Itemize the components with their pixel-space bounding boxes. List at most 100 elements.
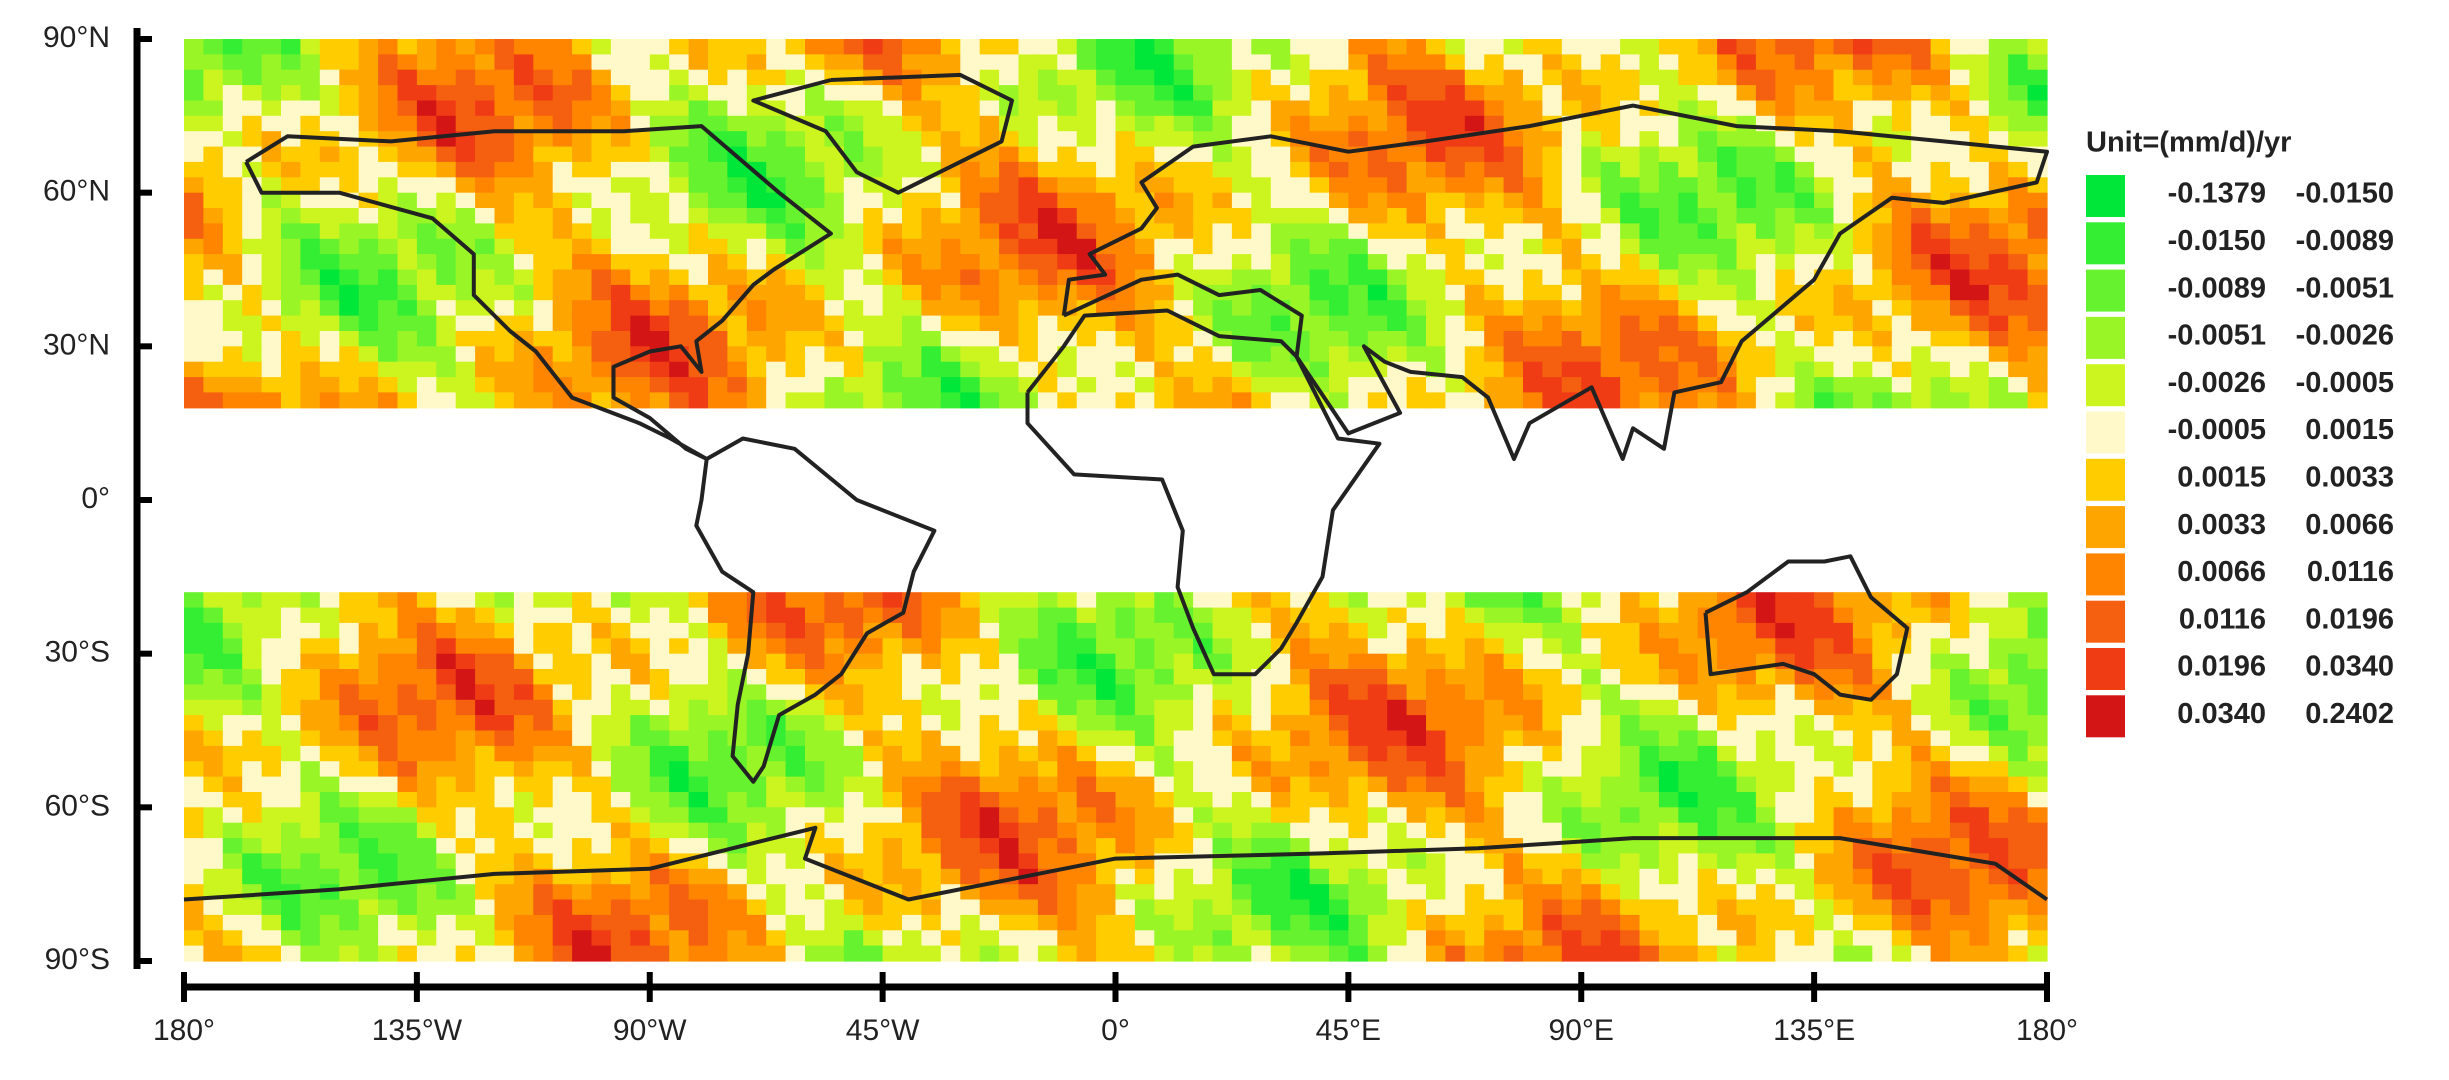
field-cell [203,761,224,778]
field-cell [1154,868,1175,885]
field-cell [222,914,243,931]
field-cell [1290,669,1311,685]
field-cell [1872,331,1893,347]
field-cell [184,884,204,901]
field-cell [785,54,806,71]
field-cell [979,699,1000,716]
field-cell [1134,69,1155,86]
field-cell [727,884,748,901]
field-cell [902,284,922,301]
field-cell [1775,161,1796,178]
field-cell [1270,146,1291,163]
field-cell [1445,884,1466,901]
field-cell [1678,699,1699,716]
field-cell [436,377,457,394]
field-cell [416,161,437,178]
field-cell [552,146,573,163]
field-cell [1251,69,1272,86]
field-cell [1697,592,1718,609]
field-cell [1678,208,1699,224]
field-cell [1561,899,1582,916]
field-cell [999,315,1020,332]
field-cell [300,254,321,271]
field-cell [1775,361,1796,378]
field-cell [203,822,224,839]
field-cell [902,161,922,178]
field-cell [940,792,961,808]
field-cell [785,377,806,394]
field-cell [882,54,903,71]
field-cell [1969,284,1990,301]
field-cell [203,945,224,962]
field-cell [1115,761,1136,778]
field-cell [1231,361,1252,378]
field-cell [494,930,515,947]
field-cell [591,838,612,855]
field-cell [242,669,263,685]
field-cell [1717,761,1738,778]
field-cell [572,131,593,148]
field-cell [1542,254,1563,271]
field-cell [358,115,379,132]
field-cell [1775,684,1796,701]
field-cell [2027,284,2048,301]
field-cell [960,638,981,655]
field-cell [1251,822,1272,839]
field-cell [397,807,418,824]
field-cell [358,853,379,870]
field-cell [1348,607,1369,624]
field-cell [1251,315,1272,332]
field-cell [708,669,728,685]
field-cell [1426,192,1446,209]
field-cell [1115,54,1136,71]
field-cell [999,69,1020,86]
field-cell [1950,899,1970,916]
field-cell [203,269,224,286]
field-cell [1290,223,1311,240]
field-cell [1969,715,1990,732]
legend-title: Unit=(mm/d)/yr [2086,127,2291,159]
field-cell [1426,115,1446,132]
field-cell [203,699,224,716]
field-cell [378,669,399,685]
field-cell [1969,914,1990,931]
field-cell [610,54,631,71]
field-cell [1096,715,1117,732]
field-cell [1445,822,1466,839]
field-cell [610,807,631,824]
field-cell [397,331,418,347]
field-cell [1503,899,1524,916]
field-cell [184,838,204,855]
field-cell [1426,85,1446,102]
field-cell [1950,269,1970,286]
field-cell [1231,377,1252,394]
field-cell [2008,54,2029,71]
field-cell [824,284,845,301]
field-cell [1639,776,1660,793]
field-cell [358,715,379,732]
field-cell [1251,85,1272,102]
field-cell [2027,622,2048,639]
field-cell [1426,669,1446,685]
field-cell [455,392,476,409]
field-cell [1678,100,1699,117]
field-cell [1251,899,1272,916]
field-cell [940,115,961,132]
field-cell [552,822,573,839]
field-cell [1561,69,1582,86]
field-cell [688,730,709,747]
field-cell [1523,39,1543,55]
field-cell [882,269,903,286]
field-cell [1329,822,1349,839]
field-cell [843,177,864,194]
field-cell [319,607,340,624]
field-cell [999,761,1020,778]
field-cell [727,607,748,624]
field-cell [203,300,224,317]
field-cell [416,715,437,732]
field-cell [2008,822,2029,839]
field-cell [1620,131,1641,148]
field-cell [1950,684,1970,701]
field-cell [960,269,981,286]
field-cell [1057,69,1078,86]
